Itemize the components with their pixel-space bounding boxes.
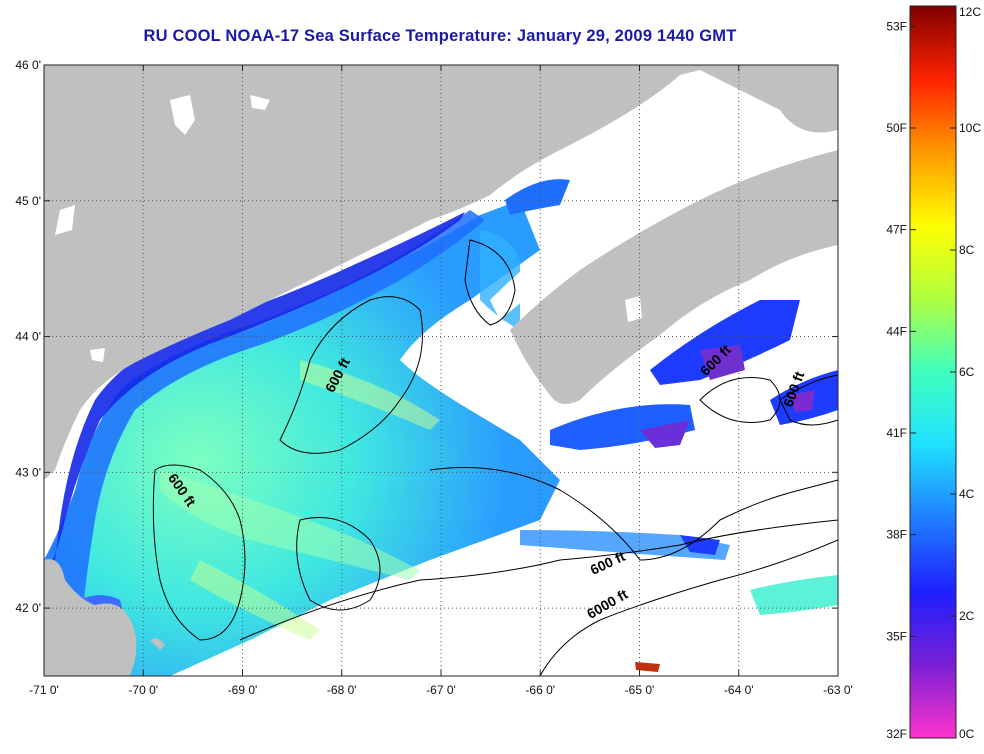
colorbar-c-label: 8C <box>959 243 975 257</box>
lat-tick-label: 42 0' <box>15 601 41 615</box>
colorbar-f-label: 44F <box>886 324 907 338</box>
colorbar-f-label: 32F <box>886 727 907 741</box>
colorbar-gradient <box>909 5 957 739</box>
colorbar-f-label: 53F <box>886 19 907 33</box>
lon-tick-label: -68 0' <box>327 683 357 697</box>
lon-tick-label: -67 0' <box>426 683 456 697</box>
lon-tick-label: -70 0' <box>128 683 158 697</box>
lat-tick-label: 45 0' <box>15 194 41 208</box>
axis-ticks: -71 0' -70 0' -69 0' -68 0' -67 0' -66 0' -65 … <box>15 58 852 697</box>
lakes <box>55 95 800 362</box>
colorbar-c-label: 2C <box>959 609 975 623</box>
lon-tick-label: -65 0' <box>625 683 655 697</box>
map-title: RU COOL NOAA-17 Sea Surface Temperature:… <box>143 27 737 45</box>
lon-tick-label: -66 0' <box>525 683 555 697</box>
colorbar-f-label: 50F <box>886 121 907 135</box>
colorbar-f-label: 41F <box>886 426 907 440</box>
bay-of-fundy <box>490 150 760 320</box>
colorbar-c-label: 10C <box>959 121 981 135</box>
colorbar-c-label: 6C <box>959 365 975 379</box>
colorbar-f-label: 35F <box>886 629 907 643</box>
colorbar-ticks: 12C 10C 8C 6C 4C 2C 0C 53F 50F 47F 44F 41F 38F 35F 32F <box>886 5 981 741</box>
colorbar-f-label: 47F <box>886 223 907 237</box>
colorbar-c-label: 0C <box>959 727 975 741</box>
sst-field <box>44 179 838 676</box>
lat-tick-label: 44 0' <box>15 330 41 344</box>
graticule <box>44 65 838 676</box>
lon-tick-label: -71 0' <box>29 683 59 697</box>
land <box>44 65 838 676</box>
lon-tick-label: -64 0' <box>724 683 754 697</box>
lat-tick-label: 46 0' <box>15 58 41 72</box>
colorbar-c-label: 4C <box>959 487 975 501</box>
depth-contours <box>152 239 838 676</box>
lon-tick-label: -63 0' <box>823 683 853 697</box>
lon-tick-label: -69 0' <box>228 683 258 697</box>
lat-tick-label: 43 0' <box>15 465 41 479</box>
colorbar-f-label: 38F <box>886 528 907 542</box>
colorbar-c-label: 12C <box>959 5 981 19</box>
